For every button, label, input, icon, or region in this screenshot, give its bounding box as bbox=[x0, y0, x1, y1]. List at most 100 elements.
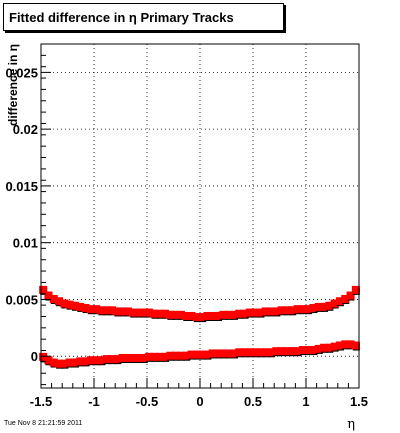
data-point bbox=[123, 353, 132, 362]
data-point bbox=[330, 299, 339, 308]
data-point bbox=[81, 357, 90, 366]
data-point bbox=[298, 346, 307, 355]
data-point bbox=[267, 348, 276, 357]
data-point bbox=[240, 348, 249, 357]
y-tick-label: 0 bbox=[31, 349, 38, 364]
data-point bbox=[346, 340, 355, 349]
data-point bbox=[76, 302, 85, 311]
data-point bbox=[272, 347, 281, 356]
data-point bbox=[208, 349, 217, 358]
data-point bbox=[129, 308, 138, 317]
data-point bbox=[277, 347, 286, 356]
data-point bbox=[351, 285, 360, 294]
data-point bbox=[92, 305, 101, 314]
series-1 bbox=[39, 285, 360, 323]
data-point bbox=[60, 359, 69, 368]
data-point bbox=[335, 341, 344, 350]
data-point bbox=[304, 305, 313, 314]
data-point bbox=[325, 301, 334, 310]
data-point bbox=[245, 348, 254, 357]
tick-labels: -1.5 -1 -0.5 0 0.5 1 1.5 0 0.005 0.01 0.015 0.02 0.0… bbox=[5, 65, 368, 409]
data-markers bbox=[39, 285, 360, 369]
data-point bbox=[229, 349, 238, 358]
data-point bbox=[320, 302, 329, 311]
data-point bbox=[293, 347, 302, 356]
data-point bbox=[49, 358, 58, 367]
data-point bbox=[187, 311, 196, 320]
data-point bbox=[118, 353, 127, 362]
data-point bbox=[251, 348, 260, 357]
data-point bbox=[102, 306, 111, 315]
x-tick-label: 1 bbox=[302, 394, 309, 409]
data-point bbox=[118, 307, 127, 316]
data-point bbox=[139, 353, 148, 362]
data-point bbox=[134, 308, 143, 317]
data-point bbox=[145, 308, 154, 317]
data-point bbox=[208, 311, 217, 320]
data-point bbox=[229, 310, 238, 319]
data-point bbox=[187, 350, 196, 359]
data-point bbox=[44, 291, 53, 300]
data-point bbox=[325, 343, 334, 352]
y-tick-label: 0.005 bbox=[5, 292, 38, 307]
grid-lines bbox=[41, 44, 359, 388]
data-point bbox=[235, 309, 244, 318]
data-point bbox=[176, 351, 185, 360]
data-point bbox=[240, 309, 249, 318]
data-point bbox=[97, 306, 106, 315]
data-point bbox=[70, 301, 79, 310]
data-point bbox=[44, 356, 53, 365]
x-tick-label: -1 bbox=[88, 394, 100, 409]
data-point bbox=[70, 358, 79, 367]
data-point bbox=[166, 310, 175, 319]
x-tick-label: -0.5 bbox=[136, 394, 158, 409]
data-point bbox=[235, 348, 244, 357]
data-point bbox=[314, 344, 323, 353]
data-point bbox=[123, 307, 132, 316]
data-point bbox=[214, 349, 223, 358]
series-2 bbox=[39, 340, 360, 369]
y-tick-label: 0.015 bbox=[5, 179, 38, 194]
axis-ticks bbox=[40, 54, 360, 388]
x-axis-title: η bbox=[347, 417, 355, 432]
data-point bbox=[304, 346, 313, 355]
data-point bbox=[60, 299, 69, 308]
data-point bbox=[97, 356, 106, 365]
data-point bbox=[39, 352, 48, 361]
data-point bbox=[39, 285, 48, 294]
data-point bbox=[277, 306, 286, 315]
data-point bbox=[76, 357, 85, 366]
data-point bbox=[171, 310, 180, 319]
data-point bbox=[55, 297, 64, 306]
data-point bbox=[108, 306, 117, 315]
data-point bbox=[55, 359, 64, 368]
data-point bbox=[86, 356, 95, 365]
x-tick-label: 1.5 bbox=[350, 394, 368, 409]
data-point bbox=[134, 353, 143, 362]
data-point bbox=[81, 304, 90, 313]
title-box: Fitted difference in η Primary Tracks bbox=[3, 3, 284, 31]
data-point bbox=[161, 352, 170, 361]
data-point bbox=[309, 304, 318, 313]
y-tick-label: 0.02 bbox=[13, 122, 38, 137]
data-point bbox=[198, 350, 207, 359]
data-point bbox=[155, 352, 164, 361]
data-point bbox=[267, 307, 276, 316]
data-point bbox=[129, 353, 138, 362]
y-axis-title: difference in η bbox=[6, 44, 20, 126]
data-point bbox=[65, 300, 74, 309]
data-point bbox=[102, 355, 111, 364]
data-point bbox=[203, 311, 212, 320]
data-point bbox=[224, 349, 233, 358]
data-point bbox=[351, 341, 360, 350]
data-point bbox=[261, 348, 270, 357]
data-point bbox=[261, 307, 270, 316]
data-point bbox=[150, 309, 159, 318]
x-tick-label: 0 bbox=[196, 394, 203, 409]
data-point bbox=[113, 307, 122, 316]
data-point bbox=[298, 305, 307, 314]
data-point bbox=[282, 347, 291, 356]
data-point bbox=[256, 348, 265, 357]
timestamp: Tue Nov 8 21:21:59 2011 bbox=[4, 420, 83, 427]
